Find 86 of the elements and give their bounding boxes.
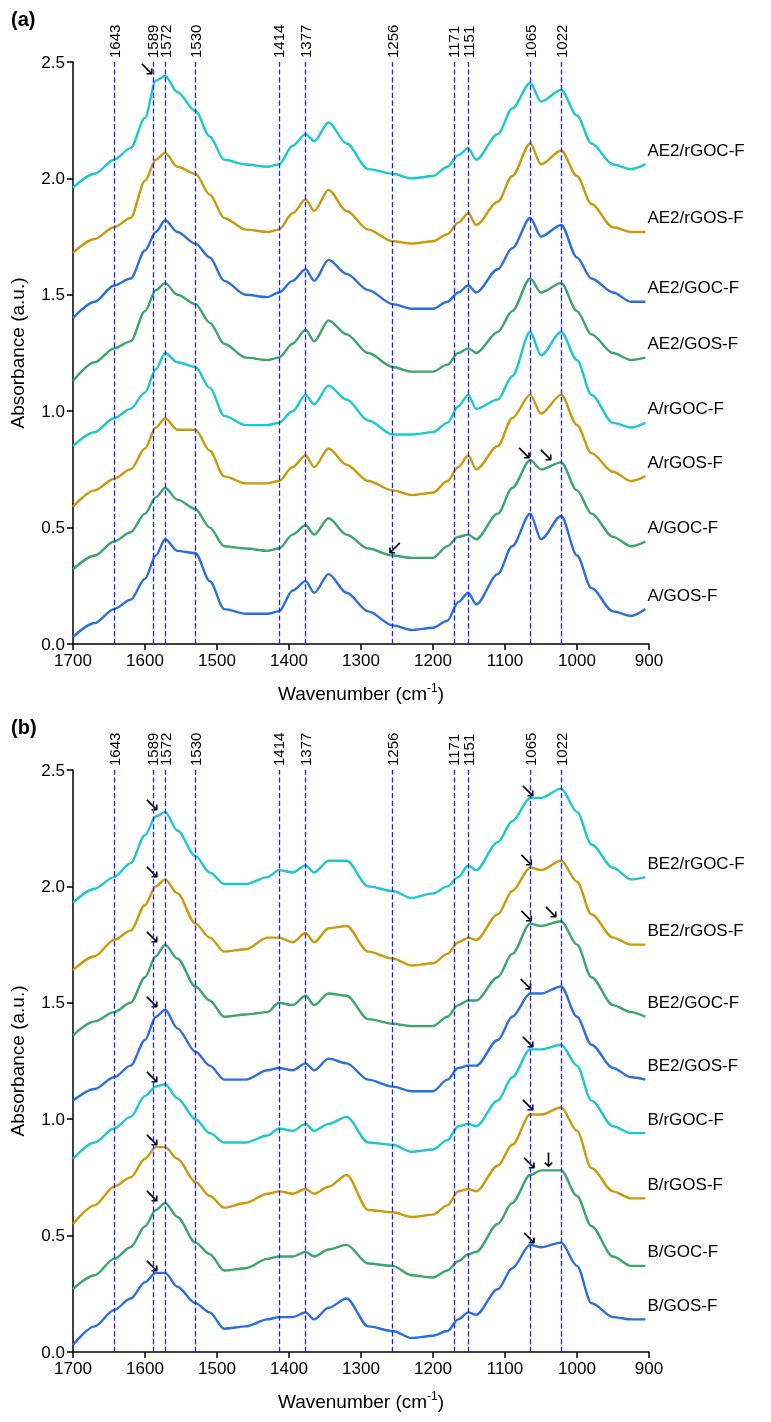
x-tick-label: 1000 <box>558 651 596 670</box>
chart-title: (a) <box>11 8 36 30</box>
y-axis-title: Absorbance (a.u.) <box>7 985 28 1137</box>
ref-line-label: 1065 <box>521 24 539 58</box>
ref-line-label: 1589 <box>144 24 162 58</box>
line-series <box>71 330 647 448</box>
ref-line-label: 1530 <box>186 732 204 766</box>
annotation: ↘ <box>520 1150 538 1175</box>
series-label: AE2/rGOC-F <box>647 140 745 160</box>
annotation: ↘ <box>143 1182 161 1207</box>
y-axis-title: Absorbance (a.u.) <box>7 277 28 429</box>
y-tick-label: 1.0 <box>41 1109 65 1129</box>
line-series <box>71 920 647 1037</box>
x-tick-label: 900 <box>634 1359 664 1378</box>
line-series <box>71 1169 647 1291</box>
series-label: A/rGOS-F <box>647 452 723 472</box>
annotation: ↘ <box>542 898 560 923</box>
y-tick-label: 2.5 <box>41 760 65 780</box>
line-series <box>71 216 647 320</box>
line-series <box>71 74 647 189</box>
y-tick-label: 1.5 <box>41 993 65 1013</box>
x-tick-label: 1600 <box>126 1359 164 1378</box>
ref-line-label: 1065 <box>521 732 539 766</box>
x-tick-label: 1500 <box>198 651 236 670</box>
ref-line-label: 1256 <box>384 732 402 766</box>
x-tick-label: 1400 <box>270 1359 308 1378</box>
x-tick-label: 1500 <box>198 1359 236 1378</box>
ref-line-label: 1022 <box>552 24 570 58</box>
y-tick-label: 0.5 <box>41 1226 65 1246</box>
ref-line-label: 1589 <box>144 732 162 766</box>
series-label: A/GOC-F <box>647 518 719 538</box>
ref-line-label: 1377 <box>297 732 315 766</box>
series-label: B/rGOS-F <box>647 1174 723 1194</box>
annotation: ↘ <box>515 439 533 464</box>
series-label: BE2/rGOS-F <box>647 921 744 941</box>
chart-title: (b) <box>11 716 37 738</box>
annotation: ↘ <box>143 924 161 949</box>
x-tick-label: 900 <box>634 651 664 670</box>
x-tick-label: 1600 <box>126 651 164 670</box>
y-tick-label: 1.0 <box>41 401 65 421</box>
x-tick-label: 1300 <box>342 1359 380 1378</box>
annotation: ↘ <box>143 1252 161 1277</box>
annotation: ↙ <box>386 535 403 560</box>
series-label: BE2/rGOC-F <box>647 853 745 873</box>
series-label: AE2/GOS-F <box>647 334 739 354</box>
series-label: BE2/GOC-F <box>647 993 740 1013</box>
series-label: B/GOC-F <box>647 1242 719 1262</box>
y-tick-label: 2.0 <box>41 168 65 188</box>
series-label: B/rGOC-F <box>647 1109 724 1129</box>
annotation: ↓ <box>540 1147 558 1172</box>
x-tick-label: 1100 <box>486 651 524 670</box>
x-tick-label: 1000 <box>558 1359 596 1378</box>
ref-line-label: 1256 <box>384 24 402 58</box>
ref-line-label: 1022 <box>552 732 570 766</box>
series-label: B/GOS-F <box>647 1295 718 1315</box>
x-tick-label: 1700 <box>54 651 92 670</box>
x-tick-label: 1200 <box>414 651 452 670</box>
y-tick-label: 0.0 <box>41 1342 65 1362</box>
ref-line-label: 1377 <box>297 24 315 58</box>
ref-line-label: 1643 <box>105 24 123 58</box>
ref-line-label: 1414 <box>270 24 288 58</box>
x-tick-label: 1300 <box>342 651 380 670</box>
x-tick-label: 1400 <box>270 651 308 670</box>
ref-line-label: 1530 <box>186 24 204 58</box>
ref-line-label: 1643 <box>105 732 123 766</box>
x-tick-label: 1100 <box>486 1359 524 1378</box>
line-series <box>71 142 647 255</box>
annotation: ↘ <box>537 442 555 467</box>
y-tick-label: 0.5 <box>41 518 65 538</box>
line-series <box>71 787 647 904</box>
line-series <box>71 277 647 383</box>
line-series <box>71 393 647 508</box>
series-label: AE2/GOC-F <box>647 278 740 298</box>
series-label: BE2/GOS-F <box>647 1056 739 1076</box>
x-tick-label: 1200 <box>414 1359 452 1378</box>
x-tick-label: 1700 <box>54 1359 92 1378</box>
series-label: A/rGOC-F <box>647 399 724 419</box>
ref-line-label: 1414 <box>270 732 288 766</box>
y-tick-label: 2.0 <box>41 876 65 896</box>
y-tick-label: 1.5 <box>41 285 65 305</box>
series-label: AE2/rGOS-F <box>647 208 744 228</box>
series-label: A/GOS-F <box>647 585 718 605</box>
line-series <box>71 512 647 639</box>
annotation: ↘ <box>517 847 535 872</box>
y-tick-label: 0.0 <box>41 634 65 654</box>
y-tick-label: 2.5 <box>41 52 65 72</box>
